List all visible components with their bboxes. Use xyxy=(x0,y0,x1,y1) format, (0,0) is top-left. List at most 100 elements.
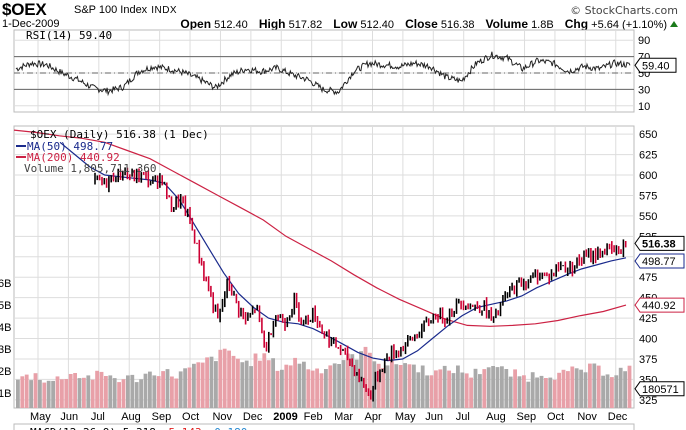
volume-bar xyxy=(214,361,218,408)
volume-bar xyxy=(64,379,69,408)
volume-y-tick: 3B xyxy=(0,344,11,356)
volume-bar xyxy=(482,369,487,408)
volume-bar xyxy=(187,367,192,408)
volume-bar xyxy=(614,375,619,408)
volume-bar xyxy=(161,371,165,408)
volume-bar xyxy=(412,364,416,408)
volume-bar xyxy=(447,370,451,408)
volume-bar xyxy=(583,372,588,408)
x-tick-label: Feb xyxy=(304,411,323,423)
volume-bar xyxy=(588,363,592,408)
volume-label: Volume xyxy=(485,17,528,31)
volume-bar xyxy=(209,356,214,408)
x-tick-label: Dec xyxy=(243,411,263,423)
volume-bar xyxy=(156,376,161,408)
volume-legend: Volume 1,805,711,360 xyxy=(24,162,156,175)
volume-bar xyxy=(143,373,148,408)
rsi-current-label: 59.40 xyxy=(642,60,670,72)
volume-label: 180571 xyxy=(642,384,679,396)
volume-bar xyxy=(535,377,539,408)
volume-bar xyxy=(126,375,130,408)
close-label: 516.38 xyxy=(642,238,676,250)
rsi-frame xyxy=(13,29,635,113)
volume-bar xyxy=(552,379,557,408)
x-tick-label: Mar xyxy=(334,411,353,423)
price-frame xyxy=(13,125,635,409)
rsi-line xyxy=(15,51,631,97)
volume-bar xyxy=(152,375,157,408)
volume-bar xyxy=(592,363,597,408)
volume-bar xyxy=(95,370,99,408)
volume-bar xyxy=(574,368,579,408)
volume-bar xyxy=(605,374,610,408)
price-y-tick: 325 xyxy=(639,395,657,407)
price-y-tick: 625 xyxy=(639,150,657,162)
volume-bar xyxy=(284,364,289,408)
rsi-current-box xyxy=(634,57,677,73)
volume-bar xyxy=(425,375,429,408)
volume-bar xyxy=(434,370,438,408)
volume-bar xyxy=(99,371,104,408)
volume-bar xyxy=(579,369,583,408)
volume-bar xyxy=(86,375,91,408)
volume-bar xyxy=(407,364,412,408)
volume-bar xyxy=(442,365,447,408)
volume-bar xyxy=(42,382,47,408)
volume-bar xyxy=(354,359,359,408)
x-tick-label: Nov xyxy=(577,411,597,423)
volume-bar xyxy=(302,361,306,408)
volume-bar xyxy=(539,375,544,408)
x-tick-label: 2009 xyxy=(273,411,297,423)
volume-bar xyxy=(601,375,605,408)
volume-bar xyxy=(297,363,302,408)
volume-bar xyxy=(346,353,350,408)
x-tick-label: Jun xyxy=(425,411,443,423)
volume-bar xyxy=(231,355,236,408)
volume-bar xyxy=(16,379,20,408)
x-tick-label: Sep xyxy=(517,411,537,423)
volume-bar xyxy=(566,371,570,408)
volume-bar xyxy=(610,377,614,408)
volume-bar xyxy=(548,377,553,408)
volume-bar xyxy=(350,354,355,408)
volume-bar xyxy=(258,360,262,408)
volume-y-tick: 1B xyxy=(0,388,11,400)
volume-bar xyxy=(112,378,117,408)
volume-bar xyxy=(337,364,341,408)
ma50-box xyxy=(634,253,685,269)
volume-bar xyxy=(38,380,42,408)
x-tick-label: Apr xyxy=(364,411,381,423)
macd-frame xyxy=(13,423,635,430)
volume-bar xyxy=(253,353,258,408)
x-axis: May Jun Jul Aug Sep Oct Nov Dec 2009 Feb Mar Apr May… xyxy=(13,411,635,430)
volume-bar xyxy=(522,375,526,408)
volume-bar xyxy=(627,365,632,408)
exchange-label: INDX xyxy=(151,5,178,16)
volume-bar xyxy=(222,348,227,408)
price-panel: 3253503754004254504755005255505756006256… xyxy=(0,125,685,409)
x-tick-label: Aug xyxy=(121,411,141,423)
volume-bar xyxy=(504,369,509,408)
index-name-text: S&P 100 Index xyxy=(74,4,148,16)
volume-bar xyxy=(451,373,456,408)
volume-bar xyxy=(530,372,535,408)
volume-bar xyxy=(178,371,183,408)
high-label: High xyxy=(258,17,286,31)
volume-bar xyxy=(192,363,196,408)
volume-bar xyxy=(293,357,297,408)
volume-bar xyxy=(240,362,245,408)
x-tick-label: Nov xyxy=(212,411,232,423)
volume-bar xyxy=(60,379,64,408)
volume-bar xyxy=(73,373,77,408)
volume-bar xyxy=(121,379,126,408)
volume-bar xyxy=(134,382,139,408)
index-name: S&P 100 Index INDX xyxy=(74,4,177,16)
volume-bar xyxy=(513,369,517,408)
volume-bar xyxy=(376,363,381,408)
rsi-y-tick: 10 xyxy=(638,101,650,113)
volume-bar xyxy=(469,377,473,408)
volume-bar xyxy=(196,362,201,408)
volume-bar xyxy=(51,380,55,408)
